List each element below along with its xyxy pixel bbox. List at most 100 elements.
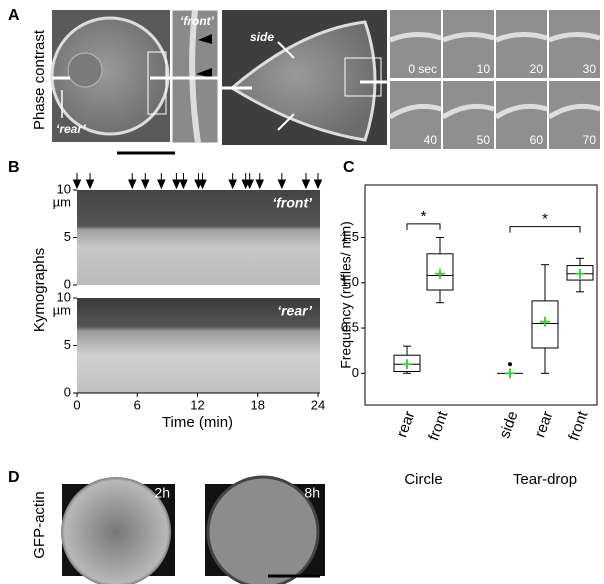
- marker: [277, 113, 295, 131]
- ruffle-arrow: [72, 173, 82, 190]
- x-tick-label: 0: [73, 397, 80, 412]
- image-label: 2h: [154, 485, 170, 501]
- ruffle-arrow: [228, 173, 237, 190]
- x-tick-label: 24: [311, 397, 325, 412]
- edge: [547, 103, 601, 120]
- cell: [61, 477, 171, 584]
- mean-marker: [435, 268, 445, 279]
- ruffle-arrow: [157, 173, 166, 190]
- arrowhead: [196, 68, 212, 78]
- ruffle-arrow: [85, 173, 95, 190]
- edge: [548, 32, 601, 43]
- y-tick-label: 10: [57, 289, 71, 304]
- roi: [344, 57, 382, 97]
- edge: [494, 103, 548, 120]
- x-tick-label: 6: [134, 397, 141, 412]
- kymograph: [77, 190, 320, 285]
- significance-label: *: [542, 211, 548, 228]
- roi: [147, 51, 167, 115]
- marker: [277, 41, 295, 59]
- x-tick-label: 18: [251, 397, 265, 412]
- ruffle-arrow: [313, 173, 323, 190]
- panel-label: C: [343, 159, 355, 176]
- x-axis-label: Time (min): [162, 414, 233, 431]
- mean-marker: [505, 368, 515, 379]
- edge: [189, 9, 201, 144]
- y-tick-label: 0: [352, 365, 359, 380]
- y-tick-label: 0: [64, 384, 71, 399]
- edge: [442, 32, 495, 43]
- frame-label: 0 sec: [408, 62, 437, 76]
- frame-label: 10: [477, 62, 491, 76]
- edge: [389, 32, 442, 43]
- ruffle-arrow: [277, 173, 287, 190]
- y-tick-label: 1.0: [341, 274, 359, 289]
- x-tick-label: front: [565, 408, 592, 443]
- kymograph: [77, 298, 320, 393]
- cell-label: ‘front’: [180, 14, 215, 28]
- y-tick-label: 5: [64, 337, 71, 352]
- x-tick-label: 12: [190, 397, 204, 412]
- row-label: Phase contrast: [31, 29, 48, 130]
- frame-label: 40: [424, 133, 438, 147]
- x-tick-label: front: [425, 408, 452, 443]
- y-unit: µm: [53, 302, 71, 317]
- panel-label: D: [8, 469, 20, 486]
- outlier: [508, 362, 512, 367]
- ruffle-arrow: [245, 173, 254, 190]
- nucleus: [67, 52, 103, 88]
- y-tick-label: 5: [64, 229, 71, 244]
- arrowhead: [198, 34, 212, 44]
- significance-bracket: [509, 226, 581, 233]
- mean-marker: [402, 359, 412, 370]
- y-axis-label: Frequency (ruffles/ min): [338, 221, 354, 369]
- ruffle-arrow: [198, 173, 207, 190]
- kymograph-label: ‘rear’: [277, 303, 313, 319]
- x-tick-label: rear: [393, 409, 418, 440]
- mean-marker: [575, 268, 585, 279]
- significance-bracket: [406, 223, 441, 230]
- frame-label: 50: [477, 133, 491, 147]
- mean-marker: [540, 316, 550, 327]
- row-label: Kymographs: [31, 248, 48, 332]
- row-label: GFP-actin: [31, 491, 48, 559]
- frame: [496, 10, 547, 78]
- frame-label: 20: [530, 62, 544, 76]
- ruffle-arrow: [255, 173, 265, 190]
- frame-label: 60: [530, 133, 544, 147]
- y-tick-label: 0.5: [341, 319, 359, 334]
- edge: [495, 32, 548, 43]
- edge: [441, 103, 495, 120]
- plot-frame: [364, 184, 598, 406]
- cell-label: ‘rear’: [56, 122, 86, 136]
- y-tick-label: 0: [64, 276, 71, 291]
- x-tick-label: side: [496, 409, 521, 441]
- ruffle-arrow: [127, 173, 137, 190]
- kymograph-label: ‘front’: [272, 195, 313, 211]
- y-unit: µm: [53, 194, 71, 209]
- y-tick-label: 10: [57, 181, 71, 196]
- panel-label: B: [8, 159, 20, 176]
- image-label: 8h: [304, 485, 320, 501]
- frame: [390, 10, 441, 78]
- group-label: Tear-drop: [513, 471, 577, 488]
- ruffle-arrow: [172, 173, 181, 190]
- y-tick-label: 1.5: [341, 229, 359, 244]
- frame: [549, 10, 600, 78]
- cell-label: side: [250, 30, 274, 44]
- x-tick-label: rear: [531, 409, 556, 440]
- ruffle-arrow: [179, 173, 188, 190]
- ruffle-arrow: [301, 173, 311, 190]
- cell: [206, 475, 320, 584]
- frame: [443, 10, 494, 78]
- frame-label: 30: [583, 62, 597, 76]
- frame-label: 70: [583, 133, 597, 147]
- significance-label: *: [421, 208, 427, 225]
- panel-label: A: [8, 7, 20, 24]
- ruffle-arrow: [141, 173, 150, 190]
- group-label: Circle: [404, 471, 442, 488]
- cell: [50, 16, 170, 136]
- edge: [388, 103, 442, 120]
